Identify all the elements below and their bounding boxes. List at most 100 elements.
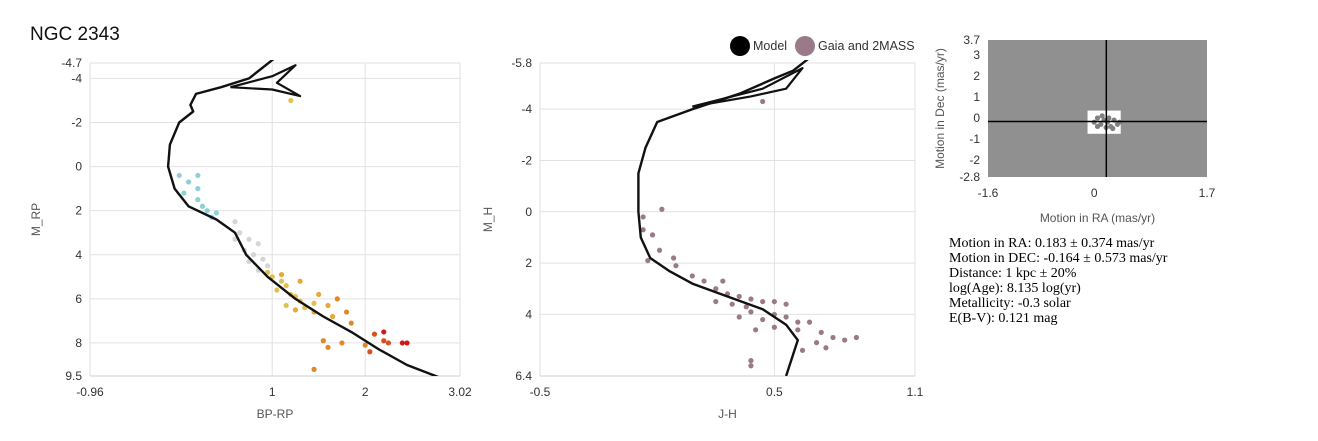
cmd-2mass-data-point (795, 319, 801, 325)
legend-gaia-marker (795, 36, 815, 56)
cmd-2mass-x-tick-label: 1.1 (907, 385, 924, 399)
cmd-gaia-data-point (181, 190, 187, 196)
cmd-2mass-data-point (830, 334, 836, 341)
cmd-gaia-data-point (362, 342, 368, 348)
cmd-2mass-x-tick-label: 0.5 (766, 385, 783, 399)
cmd-gaia-data-point (283, 302, 289, 309)
cmd-gaia-y-tick-label: 6 (75, 292, 82, 306)
cmd-gaia-data-point (381, 338, 387, 344)
cmd-gaia-data-point (334, 296, 340, 302)
cmd-2mass-data-point (806, 319, 813, 325)
cmd-2mass-data-point (853, 334, 860, 341)
cmd-2mass-data-point (673, 263, 679, 269)
cmd-gaia-model-curve (166, 60, 440, 376)
cmd-2mass-y-axis-label: M_H (481, 207, 495, 232)
stats-panel: Motion in RA: 0.183 ± 0.374 mas/yr Motio… (949, 236, 1167, 326)
cmd-gaia-data-point (278, 272, 285, 278)
cmd-2mass-data-point (649, 232, 656, 238)
cmd-2mass-y-tick-label: 6.4 (515, 369, 532, 383)
cmd-gaia-data-point (399, 340, 405, 346)
proper-motion-y-tick-label: 3.7 (963, 33, 980, 47)
cmd-gaia-y-axis-label: M_RP (29, 203, 43, 236)
cmd-gaia-y-tick-label: -2 (71, 116, 82, 130)
cmd-2mass-data-point (799, 347, 806, 353)
legend-gaia-label: Gaia and 2MASS (818, 39, 915, 53)
cmd-gaia-x-tick-label: 2 (362, 385, 369, 399)
cmd-2mass-data-point (736, 314, 742, 320)
proper-motion-plot-background (988, 40, 1207, 177)
cmd-gaia-data-point (232, 219, 238, 225)
cmd-2mass-data-point (713, 298, 719, 305)
cmd-gaia-data-point (176, 172, 182, 179)
cmd-gaia-x-tick-label: -0.96 (76, 385, 104, 399)
cmd-gaia-data-point (185, 179, 192, 185)
proper-motion-data-point (1099, 113, 1105, 119)
cmd-gaia-data-point (199, 203, 206, 209)
proper-motion-y-tick-label: -1 (969, 132, 980, 146)
cmd-2mass-data-point (795, 327, 801, 333)
cmd-gaia-x-tick-label: 3.02 (448, 385, 472, 399)
cmd-2mass-model-loop (692, 67, 804, 108)
cmd-2mass-data-point (748, 358, 754, 364)
stat-metallicity: Metallicity: -0.3 solar (949, 296, 1071, 311)
cmd-gaia-model-loop (230, 64, 302, 98)
stat-ra: Motion in RA: 0.183 ± 0.374 mas/yr (949, 236, 1155, 251)
cmd-2mass-data-point (729, 301, 735, 307)
proper-motion-y-tick-label: 1 (973, 90, 980, 104)
cmd-gaia-data-point (316, 291, 322, 298)
cmd-gaia-y-tick-label: 4 (75, 248, 82, 262)
cmd-2mass-data-point (771, 324, 777, 330)
cmd-gaia-data-point (311, 366, 317, 372)
cmd-2mass-data-point (701, 278, 707, 284)
cmd-gaia-data-point (237, 230, 243, 236)
proper-motion-x-tick-label: 1.7 (1199, 186, 1216, 200)
cmd-2mass-model-curve (637, 60, 809, 376)
cmd-gaia-data-point (264, 263, 271, 269)
cmd-2mass-data-point (640, 214, 646, 220)
cmd-gaia-data-point (260, 256, 266, 262)
cmd-2mass-data-point (783, 314, 789, 320)
cmd-2mass-data-point (689, 273, 695, 279)
cmd-gaia-data-point (213, 210, 220, 216)
legend-model-marker (730, 36, 750, 56)
cmd-2mass-data-point (771, 298, 777, 305)
cmd-gaia-x-tick-label: 1 (269, 385, 276, 399)
cmd-gaia-data-point (204, 208, 210, 214)
cmd-2mass-data-point (656, 247, 663, 253)
cmd-gaia-data-point (367, 349, 373, 355)
proper-motion-y-tick-label: 0 (973, 111, 980, 125)
cmd-gaia-data-point (195, 186, 201, 192)
proper-motion-data-point (1094, 123, 1101, 130)
cmd-gaia-data-point (320, 338, 326, 344)
proper-motion-data-point (1116, 119, 1122, 125)
cmd-2mass-data-point (640, 227, 646, 233)
cmd-2mass-data-point (760, 316, 766, 323)
cmd-gaia-y-tick-label: 2 (75, 204, 82, 218)
cmd-gaia-data-point (292, 307, 299, 313)
cmd-gaia-y-tick-label: 0 (75, 160, 82, 174)
cmd-gaia-data-point (385, 340, 392, 346)
cmd-gaia-data-point (330, 313, 336, 320)
cmd-2mass-data-point (818, 329, 824, 335)
cmd-gaia-data-point (283, 283, 289, 289)
cmd-gaia-data-point (297, 278, 303, 284)
cmd-gaia-data-point (311, 300, 317, 306)
cmd-2mass-y-tick-label: -5.8 (511, 56, 532, 70)
proper-motion-y-tick-label: 2 (973, 69, 980, 83)
proper-motion-x-tick-label: -1.6 (978, 186, 999, 200)
cmd-2mass-data-point (736, 293, 742, 300)
proper-motion-y-axis-label: Motion in Dec (mas/yr) (933, 48, 947, 169)
cmd-2mass-x-tick-label: -0.5 (530, 385, 551, 399)
cmd-gaia-x-axis-label: BP-RP (257, 407, 294, 421)
cmd-2mass-data-point (760, 298, 766, 305)
stat-dec: Motion in DEC: -0.164 ± 0.573 mas/yr (949, 251, 1168, 266)
stat-distance: Distance: 1 kpc ± 20% (949, 266, 1077, 281)
cmd-gaia-data-point (343, 309, 350, 315)
cmd-gaia-y-tick-label: 8 (75, 336, 82, 350)
proper-motion-y-tick-label: -2.8 (959, 170, 980, 184)
proper-motion-data-point (1094, 115, 1101, 121)
cmd-2mass-data-point (783, 301, 789, 307)
cmd-gaia-data-point (404, 340, 410, 346)
cmd-gaia-y-tick-label: 9.5 (65, 369, 82, 383)
cmd-gaia-data-point (246, 236, 252, 242)
